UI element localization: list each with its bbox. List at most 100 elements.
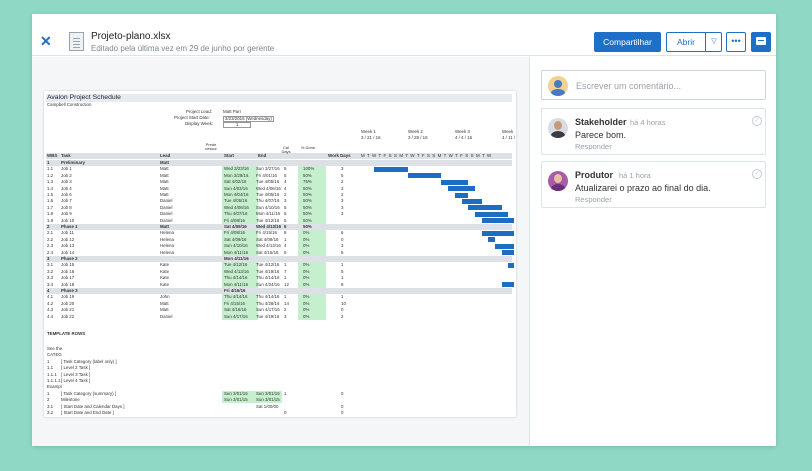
cell-end: Wed 4/13/16 bbox=[256, 224, 282, 229]
cell-task: Job 11 bbox=[61, 230, 74, 236]
cell-start: Sat 4/02/16 bbox=[224, 179, 247, 185]
cell-lead: Kate bbox=[160, 275, 170, 281]
template-cell-task: Milestone bbox=[61, 397, 80, 403]
cell-wbs: 1.4 bbox=[47, 185, 54, 191]
template-cell-task: [ Level 4 Task ] bbox=[61, 378, 91, 383]
reply-link[interactable]: Responder bbox=[575, 142, 612, 151]
ellipsis-icon[interactable]: ••• bbox=[726, 32, 746, 52]
cell-wbs: 2 bbox=[47, 224, 50, 229]
gantt-bar bbox=[501, 282, 514, 288]
gantt-week-date: 3 / 28 / 16 bbox=[408, 135, 428, 140]
template-cell-task: [ Start Date and End Date ] bbox=[61, 410, 114, 415]
comment-text: Parece bom. bbox=[575, 130, 627, 140]
comment-icon[interactable] bbox=[751, 32, 771, 52]
cell-task: Job 3 bbox=[61, 179, 72, 185]
cell-done: 75% bbox=[303, 179, 312, 185]
cell-work: 1 bbox=[341, 294, 344, 300]
cell-task: Phase 3 bbox=[61, 288, 78, 293]
cell-work: 0 bbox=[341, 307, 344, 313]
comment-card: Stakeholder há 4 horas Parece bom. Respo… bbox=[541, 108, 766, 155]
cell-days: 12 bbox=[284, 281, 289, 287]
cell-end: Tue 4/19/16 bbox=[256, 313, 280, 319]
phase-row-bg bbox=[46, 256, 512, 262]
col-done: % Done bbox=[300, 145, 316, 150]
template-header-bg bbox=[46, 331, 512, 345]
comment-placeholder[interactable]: Escrever um comentário... bbox=[576, 81, 682, 91]
cell-days: 2 bbox=[284, 307, 287, 313]
cell-done: 0% bbox=[303, 294, 310, 300]
col-work-days: Work Days bbox=[328, 153, 351, 158]
cell-lead: Kate bbox=[160, 268, 170, 274]
gantt-week-label: Week 3 bbox=[455, 129, 470, 134]
cell-task: Job 22 bbox=[61, 313, 75, 319]
col-predecessor: Prede cessor bbox=[205, 142, 217, 151]
gantt-bar bbox=[474, 211, 509, 217]
template-cell-task: [ Start Date and Calendar Days ] bbox=[61, 403, 125, 409]
cell-done: 0% bbox=[303, 230, 310, 236]
resolve-check-icon[interactable]: ✓ bbox=[752, 169, 762, 179]
comment-time: há 4 horas bbox=[630, 118, 666, 127]
cell-lead: Matt bbox=[160, 192, 169, 197]
resolve-check-icon[interactable]: ✓ bbox=[752, 116, 762, 126]
cell-start: Sun 4/03/16 bbox=[224, 185, 248, 191]
open-button[interactable]: Abrir ▽ bbox=[666, 32, 722, 52]
comment-author: Produtor bbox=[575, 170, 613, 180]
share-button[interactable]: Compartilhar bbox=[594, 32, 661, 52]
cell-wbs: 1.9 bbox=[47, 217, 54, 223]
cell-end: Tue 4/05/16 bbox=[256, 192, 280, 197]
comment-author: Stakeholder bbox=[575, 117, 627, 127]
cell-lead: John bbox=[160, 294, 170, 300]
template-cell-start: Sun 3/01/15 bbox=[224, 390, 248, 396]
cell-work: 1 bbox=[341, 275, 344, 281]
cell-lead: Daniel bbox=[160, 198, 173, 204]
cell-work: 3 bbox=[341, 243, 344, 249]
cell-start: Sat 4/09/16 bbox=[224, 224, 247, 229]
sheet-title: Avalon Project Schedule bbox=[46, 94, 512, 102]
col-end: End bbox=[258, 153, 267, 158]
open-button-label[interactable]: Abrir bbox=[677, 37, 695, 47]
file-name: Projeto-plano.xlsx bbox=[91, 31, 171, 42]
cell-start: Fri 4/08/16 bbox=[224, 230, 245, 236]
cell-wbs: 1.2 bbox=[47, 172, 54, 178]
reply-link[interactable]: Responder bbox=[575, 195, 612, 204]
cell-lead: Matt bbox=[160, 160, 170, 165]
cell-wbs: 2.4 bbox=[47, 249, 54, 255]
phase-row-bg bbox=[46, 288, 512, 294]
cell-task: Job 1 bbox=[61, 166, 72, 172]
display-week-value: 1 bbox=[223, 122, 252, 129]
close-icon[interactable]: ✕ bbox=[40, 33, 52, 49]
chevron-down-icon[interactable]: ▽ bbox=[705, 33, 722, 51]
gantt-week-date: 4 / 11 / bbox=[502, 135, 516, 140]
cell-days: 14 bbox=[284, 300, 289, 306]
cell-lead: Matt bbox=[160, 166, 169, 172]
cell-done: 0% bbox=[303, 243, 310, 249]
gantt-week-label: Week 1 bbox=[361, 129, 376, 134]
cell-done: 100% bbox=[303, 166, 315, 172]
cell-start: Tue 4/05/16 bbox=[224, 198, 248, 204]
cell-wbs: 3.1 bbox=[47, 262, 54, 268]
comment-text: Atualizarei o prazo ao final do dia. bbox=[575, 183, 711, 193]
cell-work: 3 bbox=[341, 211, 344, 217]
col-start: Start bbox=[224, 153, 235, 158]
template-cell-wbs: 1.1 bbox=[47, 365, 54, 371]
cell-start: Thu 4/14/16 bbox=[224, 275, 248, 281]
cell-start: Sat 4/09/16 bbox=[224, 236, 247, 242]
comment-input[interactable]: Escrever um comentário... bbox=[541, 70, 766, 100]
cell-task: Job 6 bbox=[61, 192, 72, 197]
cell-wbs: 1.6 bbox=[47, 198, 54, 204]
avatar bbox=[548, 171, 568, 191]
cell-wbs: 2.3 bbox=[47, 243, 54, 249]
cell-days: 5 bbox=[284, 211, 287, 217]
gantt-bar bbox=[448, 186, 475, 192]
cell-done: 0% bbox=[303, 249, 310, 255]
cell-work: 3 bbox=[341, 185, 344, 191]
cell-end: Sun 4/10/16 bbox=[256, 204, 280, 210]
cell-done: 0% bbox=[303, 275, 310, 281]
comments-panel: Escrever um comentário... Stakeholder há… bbox=[531, 57, 776, 446]
cell-end: Thu 4/14/16 bbox=[256, 294, 280, 300]
cell-days: 1 bbox=[284, 275, 287, 281]
template-cell-task: [ Level 3 Task ] bbox=[61, 371, 91, 377]
template-cell-work: 0 bbox=[341, 410, 344, 415]
cell-start: Tue 4/12/16 bbox=[224, 262, 248, 268]
cell-task: Job 19 bbox=[61, 294, 75, 300]
